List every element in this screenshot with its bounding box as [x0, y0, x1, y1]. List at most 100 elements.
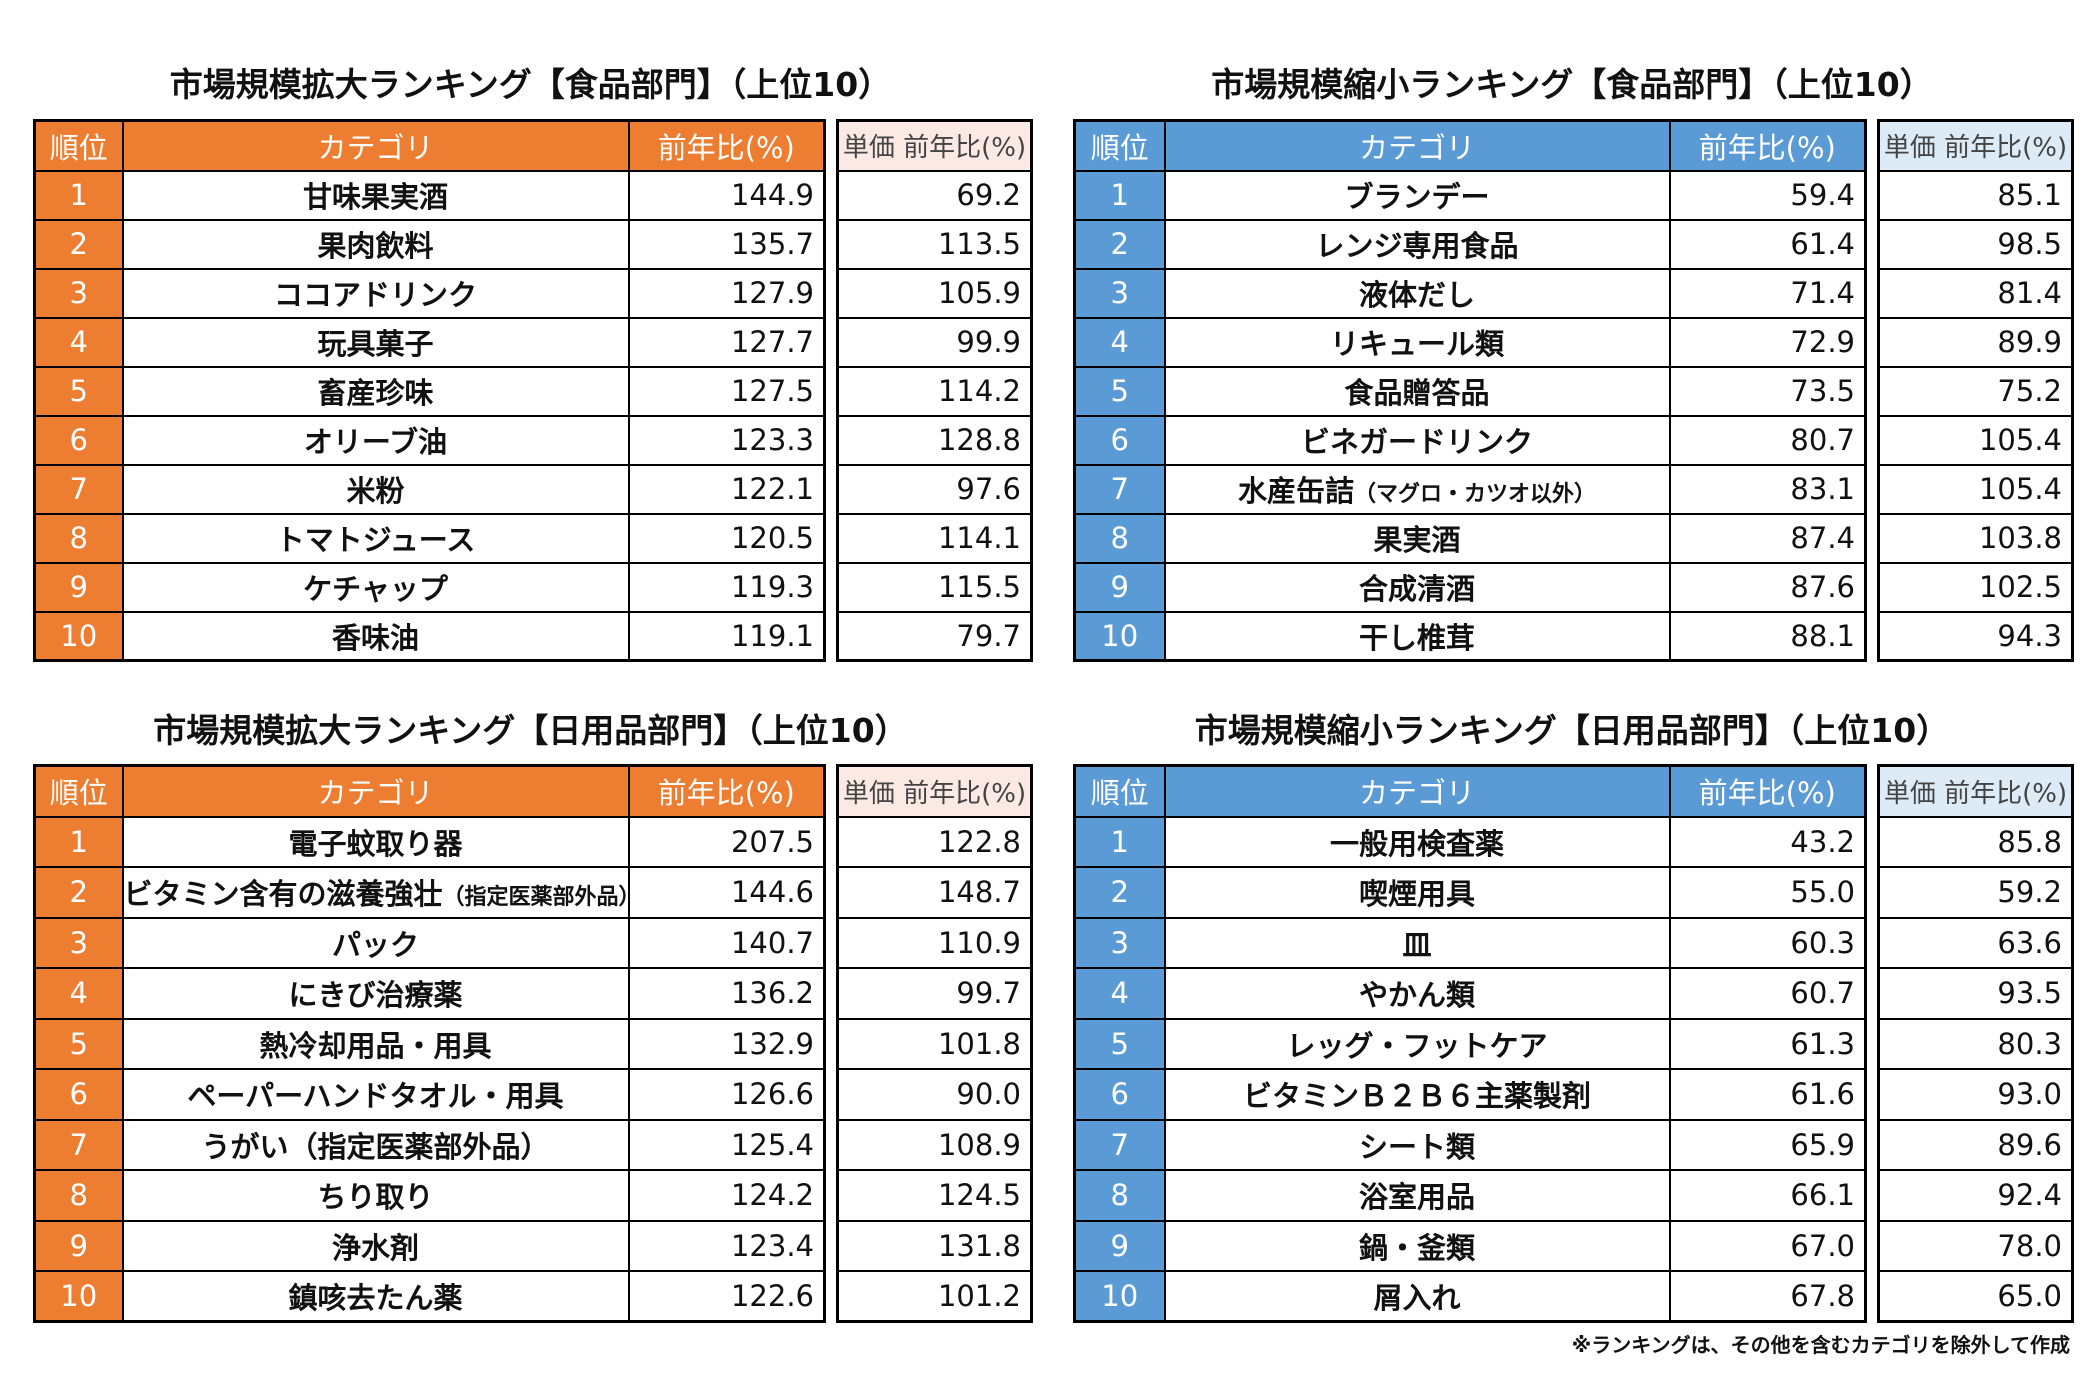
category-cell: 香味油	[121, 610, 630, 662]
category-cell: ブランデー	[1163, 169, 1671, 221]
category-name: ちり取り	[317, 1180, 434, 1215]
column-header-unit-yoy: 単価 前年比(%)	[836, 119, 1033, 172]
category-name: レッグ・フットケア	[1286, 1028, 1548, 1063]
unit-yoy-cell: 59.2	[1877, 866, 2074, 919]
table-row: 6 オリーブ油 123.3	[33, 414, 826, 466]
yoy-cell: 73.5	[1668, 365, 1867, 417]
yoy-cell: 61.3	[1668, 1017, 1867, 1070]
yoy-cell: 123.4	[627, 1219, 826, 1272]
rank-cell: 4	[33, 967, 124, 1020]
category-name: ココアドリンク	[273, 278, 477, 312]
unit-yoy-cell: 85.8	[1877, 815, 2074, 868]
rank-cell: 9	[1073, 561, 1166, 613]
rank-cell: 4	[1073, 967, 1166, 1020]
rank-cell: 10	[1073, 1270, 1166, 1323]
column-header-category: カテゴリ	[121, 764, 630, 818]
category-name: 干し椎茸	[1358, 620, 1475, 655]
table-row: 4 やかん類 60.7	[1073, 967, 1867, 1020]
unit-yoy-cell: 128.8	[836, 414, 1033, 466]
rank-cell: 1	[1073, 815, 1166, 868]
table-row: 1 ブランデー 59.4	[1073, 169, 1867, 221]
rank-cell: 5	[33, 1017, 124, 1070]
unit-yoy-cell: 69.2	[836, 169, 1033, 221]
category-name: トマトジュース	[275, 523, 476, 557]
rank-cell: 1	[1073, 169, 1166, 221]
rank-cell: 4	[1073, 316, 1166, 368]
table-row: 5 食品贈答品 73.5	[1073, 365, 1867, 417]
table-row: 105.4	[1877, 414, 2074, 466]
category-note: （指定医薬部外品）	[442, 885, 629, 911]
table-row: 7 水産缶詰（マグロ・カツオ以外） 83.1	[1073, 463, 1867, 515]
category-cell: やかん類	[1163, 967, 1671, 1020]
category-name: ビネガードリンク	[1300, 425, 1533, 459]
category-name: 皿	[1402, 927, 1432, 962]
yoy-cell: 126.6	[627, 1068, 826, 1121]
yoy-cell: 122.6	[627, 1270, 826, 1323]
rank-cell: 10	[33, 1270, 124, 1323]
yoy-cell: 132.9	[627, 1017, 826, 1070]
category-cell: ビタミンＢ２Ｂ６主薬製剤	[1163, 1068, 1671, 1121]
unit-yoy-cell: 85.1	[1877, 169, 2074, 221]
category-cell: にきび治療薬	[121, 967, 630, 1020]
unit-yoy-cell: 92.4	[1877, 1169, 2074, 1222]
yoy-cell: 60.3	[1668, 916, 1867, 969]
unit-yoy-cell: 101.2	[836, 1270, 1033, 1323]
category-cell: 米粉	[121, 463, 630, 515]
rank-cell: 8	[33, 512, 124, 564]
table-row: 105.4	[1877, 463, 2074, 515]
category-name: にきび治療薬	[288, 978, 463, 1013]
rank-cell: 5	[1073, 1017, 1166, 1070]
unit-yoy-cell: 63.6	[1877, 916, 2074, 969]
yoy-cell: 67.0	[1668, 1219, 1867, 1272]
unit-yoy-cell: 78.0	[1877, 1219, 2074, 1272]
table-row: 99.7	[836, 967, 1033, 1020]
category-name: 甘味果実酒	[302, 180, 448, 214]
table-row: 2 果肉飲料 135.7	[33, 218, 826, 270]
yoy-cell: 71.4	[1668, 267, 1867, 319]
table-row: 148.7	[836, 866, 1033, 919]
unit-yoy-cell: 105.4	[1877, 463, 2074, 515]
rank-cell: 7	[1073, 1118, 1166, 1171]
unit-yoy-cell: 89.9	[1877, 316, 2074, 368]
table-row: 78.0	[1877, 1219, 2074, 1272]
unit-yoy-cell: 101.8	[836, 1017, 1033, 1070]
category-name: 玩具菓子	[317, 327, 434, 361]
category-note: （マグロ・カツオ以外）	[1354, 482, 1597, 507]
rank-cell: 6	[33, 414, 124, 466]
table-row: 3 液体だし 71.4	[1073, 267, 1867, 319]
table-row: 5 畜産珍味 127.5	[33, 365, 826, 417]
table-row: 4 リキュール類 72.9	[1073, 316, 1867, 368]
panel-title: 市場規模縮小ランキング【日用品部門】（上位10）	[1194, 711, 1950, 750]
unit-price-table: 単価 前年比(%) 69.2 113.5 105.9 99.9 114.2 128.8 97…	[836, 119, 1033, 662]
unit-yoy-cell: 114.2	[836, 365, 1033, 417]
yoy-cell: 124.2	[627, 1169, 826, 1222]
table-row: 7 シート類 65.9	[1073, 1118, 1867, 1171]
rank-cell: 9	[33, 1219, 124, 1272]
unit-yoy-cell: 148.7	[836, 866, 1033, 919]
category-cell: シート類	[1163, 1118, 1671, 1171]
table-row: 8 果実酒 87.4	[1073, 512, 1867, 564]
category-cell: 皿	[1163, 916, 1671, 969]
category-name: 鎮咳去たん薬	[288, 1281, 463, 1315]
category-cell: 浴室用品	[1163, 1169, 1671, 1222]
rank-cell: 3	[33, 267, 124, 319]
table-row: 128.8	[836, 414, 1033, 466]
table-row: 10 干し椎茸 88.1	[1073, 610, 1867, 662]
rank-cell: 2	[33, 218, 124, 270]
table-row: 3 皿 60.3	[1073, 916, 1867, 969]
table-row: 59.2	[1877, 866, 2074, 919]
table-row: 79.7	[836, 610, 1033, 662]
column-header-category: カテゴリ	[1163, 119, 1671, 172]
unit-yoy-cell: 94.3	[1877, 610, 2074, 662]
category-cell: 液体だし	[1163, 267, 1671, 319]
rank-cell: 2	[33, 866, 124, 919]
ranking-table: 順位 カテゴリ 前年比(%) 1 甘味果実酒 144.9 2 果肉飲料 135.7 3 ココア…	[33, 119, 826, 662]
category-name: 香味油	[331, 620, 419, 655]
table-row: 85.1	[1877, 169, 2074, 221]
table-row: 124.5	[836, 1169, 1033, 1222]
yoy-cell: 140.7	[627, 916, 826, 969]
yoy-cell: 80.7	[1668, 414, 1867, 466]
category-cell: レンジ専用食品	[1163, 218, 1671, 270]
rank-cell: 3	[1073, 916, 1166, 969]
table-row: 6 ペーパーハンドタオル・用具 126.6	[33, 1068, 826, 1121]
